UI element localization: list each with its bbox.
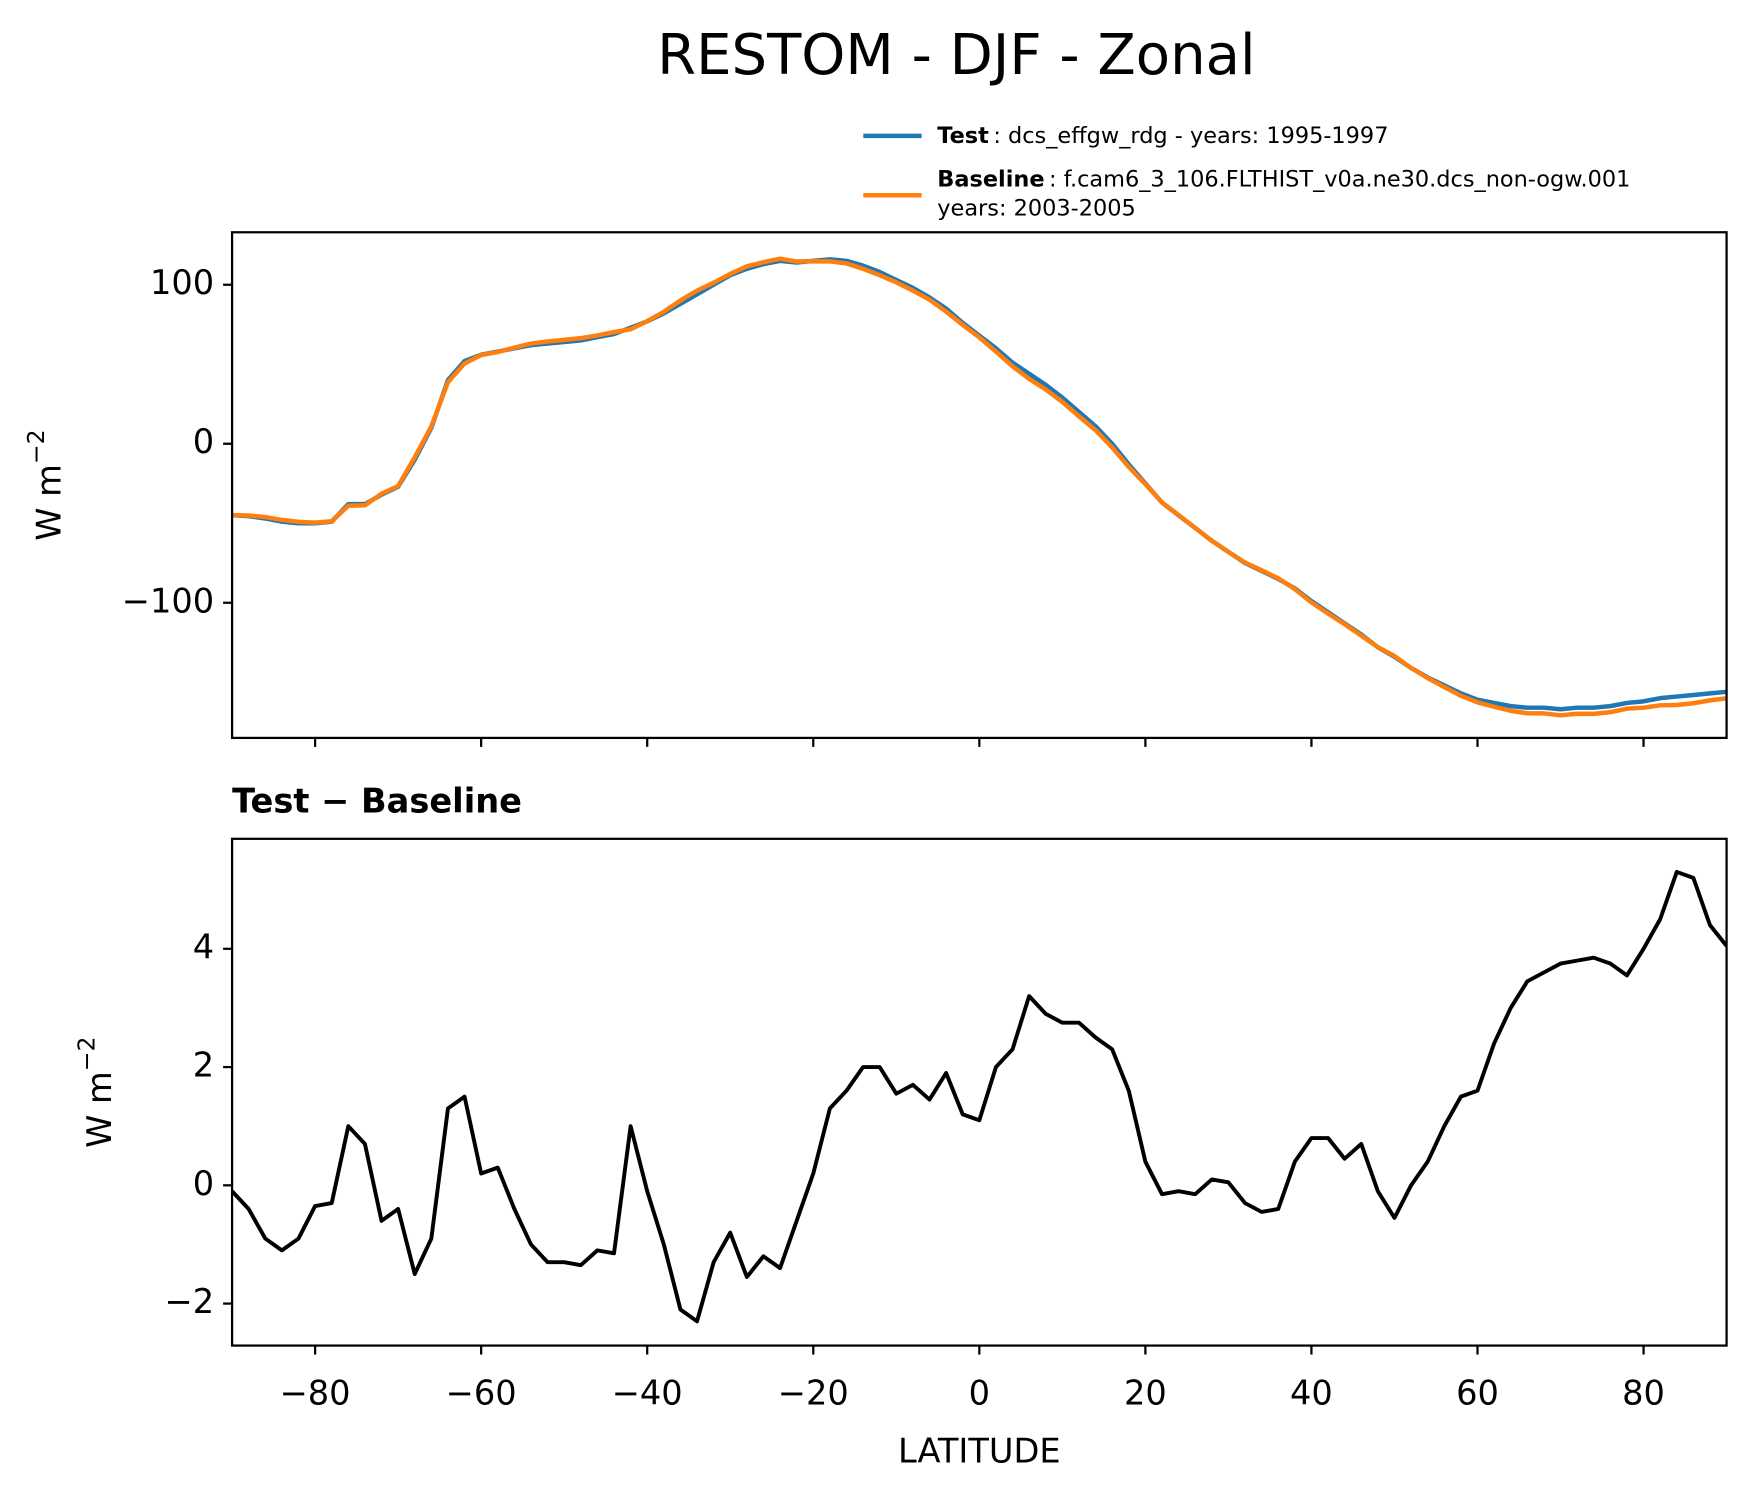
legend-description: years: 2003-2005 [937,195,1135,221]
y-tick-label: 2 [193,1046,214,1085]
figure-title: RESTOM - DJF - Zonal [657,23,1255,88]
x-tick-label: −60 [446,1373,517,1412]
x-tick-label: 40 [1290,1373,1333,1412]
axes-frame [230,837,1728,1347]
legend-entry: Baseline: f.cam6_3_106.FLTHIST_v0a.ne30.… [937,166,1630,221]
data-line [232,869,1727,1324]
y-axis-label-text: W m [29,464,68,541]
subplot-title: Test − Baseline [232,781,522,820]
x-tick-label: 0 [969,1373,990,1412]
y-axis-label-text: W m [79,1071,118,1148]
y-axis-label: W m−2 [21,429,67,540]
y-tick-label: 4 [193,927,214,966]
data-line [232,256,1727,718]
x-tick-label: 60 [1456,1373,1499,1412]
y-tick-label: −2 [165,1282,215,1321]
legend-entry: Test: dcs_effgw_rdg - years: 1995-1997 [937,122,1388,148]
y-axis-label: W m−2 [72,1036,118,1147]
data-line [232,257,1727,712]
y-axis-label-superscript: −2 [21,429,49,464]
legend-description: : dcs_effgw_rdg - years: 1995-1997 [993,122,1388,148]
x-axis-label: LATITUDE [898,1432,1061,1471]
y-tick-label: −100 [122,581,214,620]
y-axis-label-superscript: −2 [72,1036,100,1071]
x-tick-label: −40 [612,1373,683,1412]
y-tick-label: 0 [193,422,214,461]
y-tick-label: 100 [150,263,214,302]
legend-name: Test [937,122,989,148]
x-tick-label: −20 [778,1373,849,1412]
x-tick-label: −80 [280,1373,351,1412]
y-tick-label: 0 [193,1164,214,1203]
x-tick-label: 80 [1622,1373,1665,1412]
axes-frame [230,231,1728,740]
legend-description: : f.cam6_3_106.FLTHIST_v0a.ne30.dcs_non-… [1049,166,1630,192]
legend-name: Baseline [937,166,1044,192]
x-tick-label: 20 [1124,1373,1167,1412]
